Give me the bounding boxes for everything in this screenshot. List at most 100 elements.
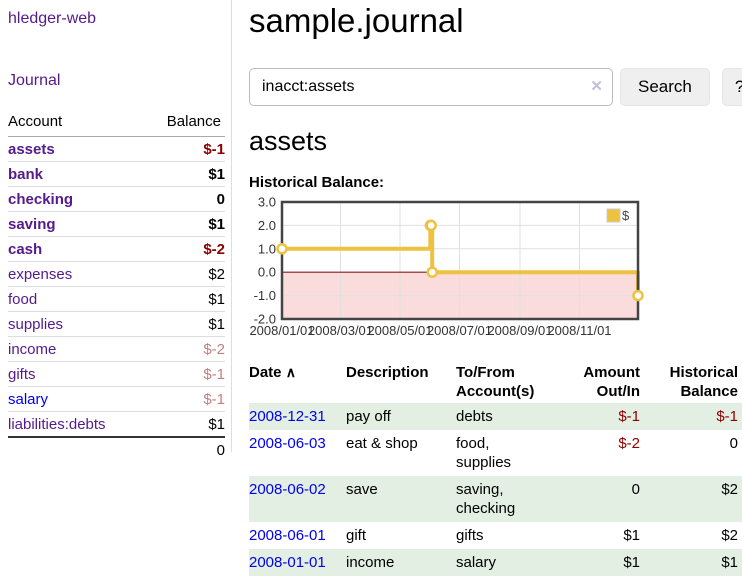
help-button[interactable]: ?	[721, 68, 742, 106]
plot-border	[280, 200, 640, 321]
account-link-cash[interactable]: cash	[8, 240, 43, 258]
transaction-row: 2008-01-01 income salary $1 $1	[249, 549, 742, 576]
account-link-bank[interactable]: bank	[8, 165, 44, 183]
account-row: salary $-1	[8, 386, 225, 412]
transaction-description: save	[346, 481, 378, 498]
app-title-link[interactable]: hledger-web	[8, 10, 97, 27]
search-input-wrap: ✕	[249, 68, 613, 106]
historical-balance-chart: $3.0 2.0 1.0 0.0 -1.0 -2.0 2008/01/01 2008/03/0…	[249, 195, 742, 341]
account-balance: $-2	[143, 236, 225, 262]
accounts-header-balance: Balance	[143, 111, 225, 137]
account-link-income[interactable]: income	[8, 340, 57, 358]
account-balance: $1	[143, 211, 225, 237]
transaction-date-link[interactable]: 2008-06-02	[249, 481, 326, 498]
account-row: assets $-1	[8, 137, 225, 162]
account-row: checking 0	[8, 186, 225, 212]
account-balance: $-1	[143, 386, 225, 412]
clear-search-icon[interactable]: ✕	[590, 78, 603, 95]
transaction-balance: $-1	[716, 408, 738, 425]
account-row: bank $1	[8, 161, 225, 187]
account-row: gifts $-1	[8, 361, 225, 387]
sort-ascending-icon: ∧	[285, 364, 296, 380]
x-tick-label: 2008/07/01	[427, 323, 492, 338]
transaction-date-link[interactable]: 2008-12-31	[249, 408, 326, 425]
transaction-accounts: gifts	[456, 527, 484, 544]
x-tick-label: 2008/01/01	[249, 323, 314, 338]
account-balance: $1	[143, 411, 225, 437]
account-link-expenses[interactable]: expenses	[8, 265, 73, 283]
account-balance: $-1	[203, 140, 225, 158]
account-row: supplies $1	[8, 311, 225, 337]
transaction-date-link[interactable]: 2008-01-01	[249, 554, 326, 571]
data-point-marker	[276, 243, 288, 255]
account-balance: $1	[143, 286, 225, 312]
register-table: Date ∧ Description To/From Account(s) Am…	[249, 361, 742, 576]
transaction-amount: $1	[623, 527, 640, 544]
page-title: sample.journal	[249, 2, 464, 39]
account-row: liabilities:debts $1	[8, 411, 225, 437]
main-content: sample.journal ✕ Search ? assets Histori…	[232, 0, 742, 582]
transaction-amount: $-1	[618, 408, 640, 425]
account-link-salary[interactable]: salary	[8, 390, 49, 408]
account-link-assets[interactable]: assets	[8, 140, 55, 158]
x-tick-label: 2008/03/01	[308, 323, 373, 338]
search-button[interactable]: Search	[620, 68, 710, 106]
register-table-body: 2008-12-31 pay off debts $-1 $-1 2008-06-03 ea…	[249, 403, 742, 576]
data-point-marker	[425, 219, 437, 232]
account-link-gifts[interactable]: gifts	[8, 365, 36, 383]
transaction-date-link[interactable]: 2008-06-01	[249, 527, 326, 544]
account-link-food[interactable]: food	[8, 290, 38, 308]
search-input[interactable]	[249, 68, 613, 106]
accounts-table: Account Balance assets $-1 bank $1 checking 0…	[8, 111, 225, 462]
transaction-balance: $2	[721, 481, 738, 498]
y-tick-label: 3.0	[258, 195, 276, 210]
account-heading: assets	[249, 126, 328, 156]
transaction-accounts: saving, checking	[456, 481, 516, 517]
search-form: ✕ Search ?	[249, 68, 742, 106]
accounts-table-body: assets $-1 bank $1 checking 0 saving $1 cash $-2 e…	[8, 137, 225, 437]
accounts-header-row: Account Balance	[8, 111, 225, 137]
legend-label: $	[622, 208, 630, 223]
transaction-balance: 0	[729, 435, 738, 452]
transaction-row: 2008-06-03 eat & shop food, supplies $-2 0	[249, 430, 742, 476]
transaction-row: 2008-12-31 pay off debts $-1 $-1	[249, 403, 742, 430]
x-tick-label: 2008/09/01	[487, 323, 552, 338]
transaction-balance: $1	[721, 554, 738, 571]
chart-title: Historical Balance:	[249, 174, 385, 191]
data-point-marker	[426, 266, 438, 278]
accounts-header-account: Account	[8, 111, 144, 137]
accounts-total-row: 0	[8, 436, 225, 462]
register-header-amount: Amount Out/In	[583, 364, 640, 400]
y-tick-label: -1.0	[254, 288, 276, 303]
transaction-description: gift	[346, 527, 367, 544]
register-header-date[interactable]: Date ∧	[249, 361, 346, 403]
transaction-amount: 0	[631, 481, 640, 498]
transaction-description: pay off	[346, 408, 391, 425]
transaction-description: income	[346, 554, 395, 571]
sidebar-item-journal[interactable]: Journal	[8, 72, 61, 89]
y-tick-label: -2.0	[254, 312, 276, 327]
transaction-row: 2008-06-02 save saving, checking 0 $2	[249, 476, 742, 522]
account-link-saving[interactable]: saving	[8, 215, 56, 233]
account-balance: 0	[143, 186, 225, 212]
account-link-supplies[interactable]: supplies	[8, 315, 64, 333]
transaction-row: 2008-06-01 gift gifts $1 $2	[249, 522, 742, 549]
chart-canvas: $3.0 2.0 1.0 0.0 -1.0 -2.02008/01/012008/03/0…	[249, 195, 644, 338]
register-header-row: Date ∧ Description To/From Account(s) Am…	[249, 361, 742, 403]
account-balance: $2	[143, 261, 225, 287]
account-link-checking[interactable]: checking	[8, 190, 74, 208]
date-header-label: Date	[249, 364, 282, 381]
sidebar: hledger-web Journal Account Balance asse…	[0, 0, 232, 462]
x-tick-label: 2008/05/01	[367, 323, 432, 338]
app-title: hledger-web	[8, 10, 225, 28]
data-point-marker	[632, 289, 644, 302]
account-row: food $1	[8, 286, 225, 312]
legend-swatch	[606, 208, 621, 223]
account-row: cash $-2	[8, 236, 225, 262]
transaction-amount: $1	[623, 554, 640, 571]
transaction-date-link[interactable]: 2008-06-03	[249, 435, 326, 452]
account-link-liabilities-debts[interactable]: liabilities:debts	[8, 415, 106, 433]
account-balance: $1	[143, 311, 225, 337]
transaction-amount: $-2	[618, 435, 640, 452]
transaction-description: eat & shop	[346, 435, 418, 452]
